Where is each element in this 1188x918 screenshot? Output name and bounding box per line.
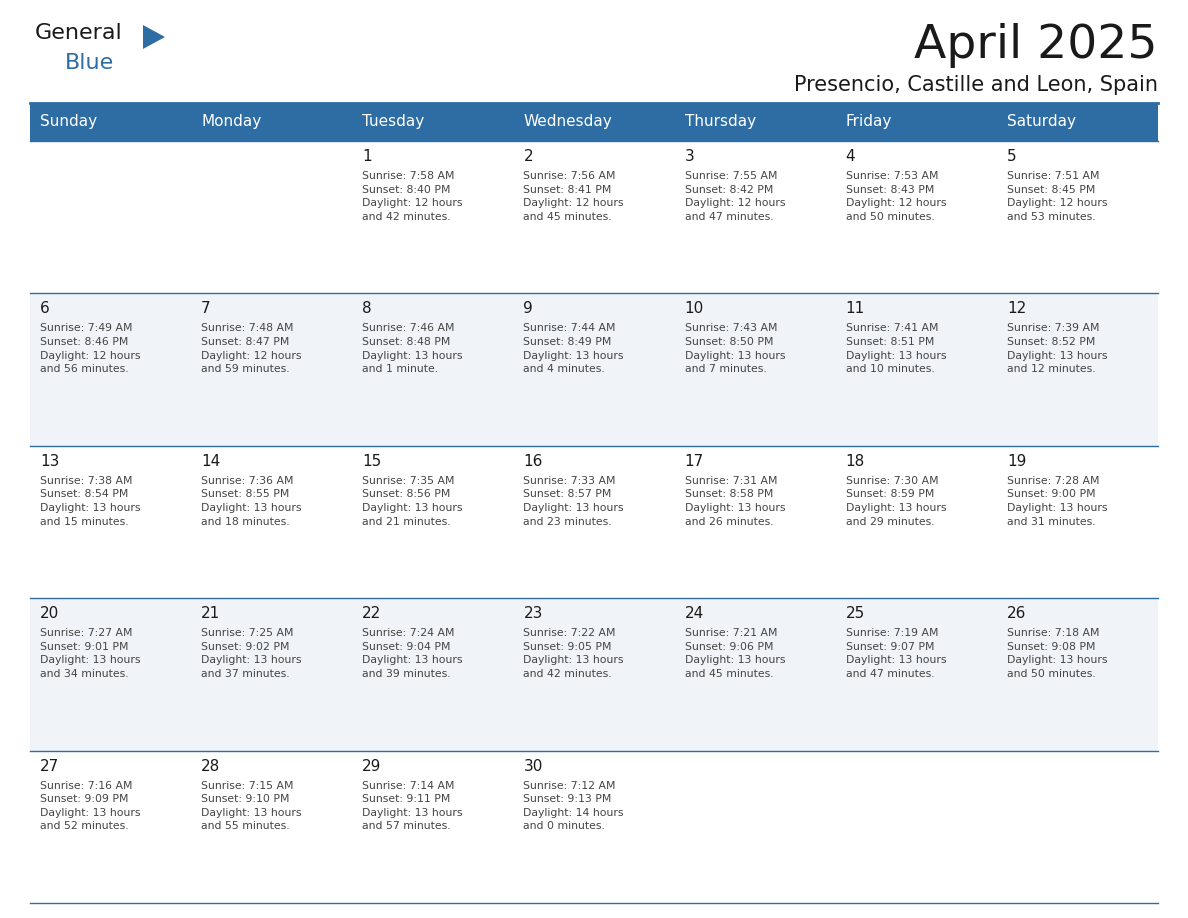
Text: Sunrise: 7:41 AM
Sunset: 8:51 PM
Daylight: 13 hours
and 10 minutes.: Sunrise: 7:41 AM Sunset: 8:51 PM Dayligh… <box>846 323 946 375</box>
Text: 30: 30 <box>524 758 543 774</box>
Text: Sunrise: 7:49 AM
Sunset: 8:46 PM
Daylight: 12 hours
and 56 minutes.: Sunrise: 7:49 AM Sunset: 8:46 PM Dayligh… <box>40 323 140 375</box>
Text: Sunrise: 7:31 AM
Sunset: 8:58 PM
Daylight: 13 hours
and 26 minutes.: Sunrise: 7:31 AM Sunset: 8:58 PM Dayligh… <box>684 476 785 527</box>
Text: Sunrise: 7:38 AM
Sunset: 8:54 PM
Daylight: 13 hours
and 15 minutes.: Sunrise: 7:38 AM Sunset: 8:54 PM Dayligh… <box>40 476 140 527</box>
Text: 2: 2 <box>524 149 533 164</box>
Text: Sunrise: 7:24 AM
Sunset: 9:04 PM
Daylight: 13 hours
and 39 minutes.: Sunrise: 7:24 AM Sunset: 9:04 PM Dayligh… <box>362 628 463 679</box>
Text: Sunrise: 7:27 AM
Sunset: 9:01 PM
Daylight: 13 hours
and 34 minutes.: Sunrise: 7:27 AM Sunset: 9:01 PM Dayligh… <box>40 628 140 679</box>
Text: 24: 24 <box>684 606 703 621</box>
Text: 25: 25 <box>846 606 865 621</box>
Text: 4: 4 <box>846 149 855 164</box>
Bar <box>30 294 1158 446</box>
Text: 8: 8 <box>362 301 372 317</box>
Text: Sunrise: 7:39 AM
Sunset: 8:52 PM
Daylight: 13 hours
and 12 minutes.: Sunrise: 7:39 AM Sunset: 8:52 PM Dayligh… <box>1007 323 1107 375</box>
Text: 18: 18 <box>846 453 865 469</box>
Text: Sunrise: 7:22 AM
Sunset: 9:05 PM
Daylight: 13 hours
and 42 minutes.: Sunrise: 7:22 AM Sunset: 9:05 PM Dayligh… <box>524 628 624 679</box>
Text: Tuesday: Tuesday <box>362 115 424 129</box>
Text: 27: 27 <box>40 758 59 774</box>
Text: Sunrise: 7:19 AM
Sunset: 9:07 PM
Daylight: 13 hours
and 47 minutes.: Sunrise: 7:19 AM Sunset: 9:07 PM Dayligh… <box>846 628 946 679</box>
Text: Sunrise: 7:25 AM
Sunset: 9:02 PM
Daylight: 13 hours
and 37 minutes.: Sunrise: 7:25 AM Sunset: 9:02 PM Dayligh… <box>201 628 302 679</box>
Text: 17: 17 <box>684 453 703 469</box>
Text: Sunrise: 7:44 AM
Sunset: 8:49 PM
Daylight: 13 hours
and 4 minutes.: Sunrise: 7:44 AM Sunset: 8:49 PM Dayligh… <box>524 323 624 375</box>
Bar <box>30 751 1158 903</box>
Text: Sunrise: 7:51 AM
Sunset: 8:45 PM
Daylight: 12 hours
and 53 minutes.: Sunrise: 7:51 AM Sunset: 8:45 PM Dayligh… <box>1007 171 1107 222</box>
Text: 21: 21 <box>201 606 221 621</box>
Text: Sunrise: 7:16 AM
Sunset: 9:09 PM
Daylight: 13 hours
and 52 minutes.: Sunrise: 7:16 AM Sunset: 9:09 PM Dayligh… <box>40 780 140 832</box>
Text: 23: 23 <box>524 606 543 621</box>
Text: 6: 6 <box>40 301 50 317</box>
Bar <box>30 446 1158 599</box>
Text: Sunrise: 7:36 AM
Sunset: 8:55 PM
Daylight: 13 hours
and 18 minutes.: Sunrise: 7:36 AM Sunset: 8:55 PM Dayligh… <box>201 476 302 527</box>
Text: Sunrise: 7:56 AM
Sunset: 8:41 PM
Daylight: 12 hours
and 45 minutes.: Sunrise: 7:56 AM Sunset: 8:41 PM Dayligh… <box>524 171 624 222</box>
Text: Sunrise: 7:30 AM
Sunset: 8:59 PM
Daylight: 13 hours
and 29 minutes.: Sunrise: 7:30 AM Sunset: 8:59 PM Dayligh… <box>846 476 946 527</box>
Text: Wednesday: Wednesday <box>524 115 612 129</box>
Text: Sunrise: 7:46 AM
Sunset: 8:48 PM
Daylight: 13 hours
and 1 minute.: Sunrise: 7:46 AM Sunset: 8:48 PM Dayligh… <box>362 323 463 375</box>
Text: 1: 1 <box>362 149 372 164</box>
Text: Sunrise: 7:35 AM
Sunset: 8:56 PM
Daylight: 13 hours
and 21 minutes.: Sunrise: 7:35 AM Sunset: 8:56 PM Dayligh… <box>362 476 463 527</box>
Text: Saturday: Saturday <box>1007 115 1076 129</box>
Text: Monday: Monday <box>201 115 261 129</box>
Text: 7: 7 <box>201 301 210 317</box>
Text: 19: 19 <box>1007 453 1026 469</box>
Text: 13: 13 <box>40 453 59 469</box>
Bar <box>30 103 1158 141</box>
Text: 29: 29 <box>362 758 381 774</box>
Text: 3: 3 <box>684 149 694 164</box>
Text: Sunrise: 7:33 AM
Sunset: 8:57 PM
Daylight: 13 hours
and 23 minutes.: Sunrise: 7:33 AM Sunset: 8:57 PM Dayligh… <box>524 476 624 527</box>
Text: 12: 12 <box>1007 301 1026 317</box>
Text: Blue: Blue <box>65 53 114 73</box>
Text: 26: 26 <box>1007 606 1026 621</box>
Text: 28: 28 <box>201 758 221 774</box>
Text: Sunrise: 7:28 AM
Sunset: 9:00 PM
Daylight: 13 hours
and 31 minutes.: Sunrise: 7:28 AM Sunset: 9:00 PM Dayligh… <box>1007 476 1107 527</box>
Text: Sunrise: 7:18 AM
Sunset: 9:08 PM
Daylight: 13 hours
and 50 minutes.: Sunrise: 7:18 AM Sunset: 9:08 PM Dayligh… <box>1007 628 1107 679</box>
Polygon shape <box>143 25 165 49</box>
Text: Sunrise: 7:15 AM
Sunset: 9:10 PM
Daylight: 13 hours
and 55 minutes.: Sunrise: 7:15 AM Sunset: 9:10 PM Dayligh… <box>201 780 302 832</box>
Text: 10: 10 <box>684 301 703 317</box>
Text: General: General <box>34 23 122 43</box>
Text: Sunrise: 7:48 AM
Sunset: 8:47 PM
Daylight: 12 hours
and 59 minutes.: Sunrise: 7:48 AM Sunset: 8:47 PM Dayligh… <box>201 323 302 375</box>
Text: 20: 20 <box>40 606 59 621</box>
Text: 15: 15 <box>362 453 381 469</box>
Text: 14: 14 <box>201 453 221 469</box>
Text: Sunrise: 7:12 AM
Sunset: 9:13 PM
Daylight: 14 hours
and 0 minutes.: Sunrise: 7:12 AM Sunset: 9:13 PM Dayligh… <box>524 780 624 832</box>
Text: 11: 11 <box>846 301 865 317</box>
Bar <box>30 599 1158 751</box>
Text: Friday: Friday <box>846 115 892 129</box>
Text: 16: 16 <box>524 453 543 469</box>
Text: Sunday: Sunday <box>40 115 97 129</box>
Text: Sunrise: 7:53 AM
Sunset: 8:43 PM
Daylight: 12 hours
and 50 minutes.: Sunrise: 7:53 AM Sunset: 8:43 PM Dayligh… <box>846 171 946 222</box>
Text: Sunrise: 7:21 AM
Sunset: 9:06 PM
Daylight: 13 hours
and 45 minutes.: Sunrise: 7:21 AM Sunset: 9:06 PM Dayligh… <box>684 628 785 679</box>
Text: Sunrise: 7:43 AM
Sunset: 8:50 PM
Daylight: 13 hours
and 7 minutes.: Sunrise: 7:43 AM Sunset: 8:50 PM Dayligh… <box>684 323 785 375</box>
Text: Sunrise: 7:55 AM
Sunset: 8:42 PM
Daylight: 12 hours
and 47 minutes.: Sunrise: 7:55 AM Sunset: 8:42 PM Dayligh… <box>684 171 785 222</box>
Text: 5: 5 <box>1007 149 1017 164</box>
Bar <box>30 141 1158 294</box>
Text: Presencio, Castille and Leon, Spain: Presencio, Castille and Leon, Spain <box>794 75 1158 95</box>
Text: Sunrise: 7:58 AM
Sunset: 8:40 PM
Daylight: 12 hours
and 42 minutes.: Sunrise: 7:58 AM Sunset: 8:40 PM Dayligh… <box>362 171 463 222</box>
Text: 9: 9 <box>524 301 533 317</box>
Text: April 2025: April 2025 <box>915 23 1158 68</box>
Text: Sunrise: 7:14 AM
Sunset: 9:11 PM
Daylight: 13 hours
and 57 minutes.: Sunrise: 7:14 AM Sunset: 9:11 PM Dayligh… <box>362 780 463 832</box>
Text: 22: 22 <box>362 606 381 621</box>
Text: Thursday: Thursday <box>684 115 756 129</box>
